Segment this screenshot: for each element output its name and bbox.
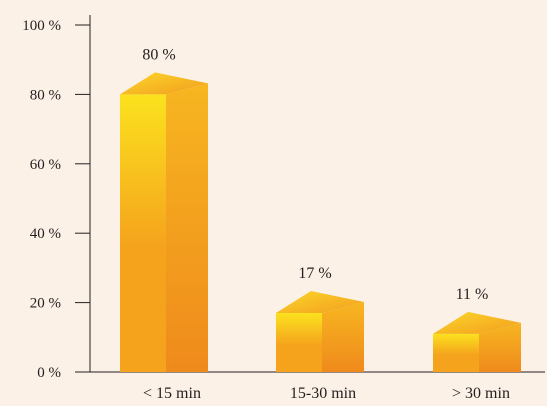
y-tick-label: 0 %	[37, 365, 61, 381]
data-label: 17 %	[298, 265, 331, 282]
bar-top	[276, 291, 364, 314]
labels: 80 % < 15 min 17 % 15-30 min 11 % > 30 min	[142, 46, 510, 402]
bar-side	[322, 302, 364, 372]
data-label: 80 %	[142, 46, 175, 63]
bar-side	[166, 83, 208, 373]
bar-front	[120, 94, 166, 373]
y-tick-label: 40 %	[30, 226, 61, 242]
bar-group	[276, 291, 364, 372]
bar-top	[120, 72, 208, 95]
bar-group	[433, 311, 521, 372]
bar-front	[276, 313, 322, 372]
y-tick-label: 100 %	[22, 18, 61, 34]
bar-group	[120, 72, 208, 373]
bar-top	[433, 311, 521, 334]
bars	[120, 72, 521, 373]
x-tick-label: > 30 min	[452, 385, 510, 402]
bar-side	[479, 322, 521, 372]
bar-front	[433, 333, 479, 372]
x-tick-label: < 15 min	[143, 385, 201, 402]
y-tick-label: 80 %	[30, 87, 61, 103]
data-label: 11 %	[456, 286, 489, 303]
y-tick-label: 60 %	[30, 157, 61, 173]
x-tick-label: 15-30 min	[290, 385, 356, 402]
y-tick-label: 20 %	[30, 296, 61, 312]
